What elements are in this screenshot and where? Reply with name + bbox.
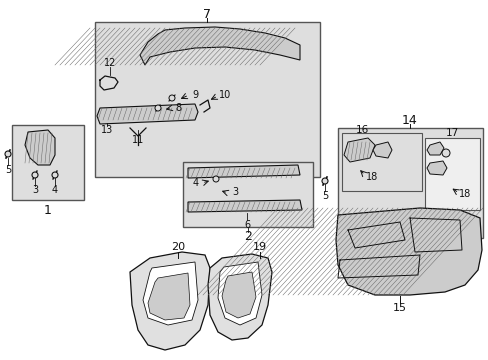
Text: 3: 3 — [32, 185, 38, 195]
Circle shape — [5, 151, 11, 157]
Text: 10: 10 — [219, 90, 231, 100]
Bar — [424, 138, 479, 210]
Text: 4: 4 — [193, 178, 199, 188]
Text: 4: 4 — [52, 185, 58, 195]
Text: 12: 12 — [103, 58, 116, 68]
Polygon shape — [97, 104, 198, 124]
Circle shape — [213, 176, 219, 182]
Text: 14: 14 — [401, 113, 417, 126]
Text: 2: 2 — [244, 230, 251, 243]
Text: 11: 11 — [132, 135, 144, 145]
Text: 18: 18 — [365, 172, 377, 182]
Polygon shape — [187, 200, 302, 212]
Text: 19: 19 — [252, 242, 266, 252]
Polygon shape — [426, 161, 446, 175]
Text: 7: 7 — [203, 8, 210, 21]
Polygon shape — [222, 272, 256, 318]
Circle shape — [441, 149, 449, 157]
Polygon shape — [130, 252, 209, 350]
Text: 17: 17 — [445, 128, 458, 138]
Polygon shape — [25, 130, 55, 165]
Polygon shape — [187, 165, 299, 178]
Circle shape — [32, 172, 38, 178]
Polygon shape — [142, 262, 198, 325]
Text: 5: 5 — [5, 165, 11, 175]
Polygon shape — [218, 262, 262, 325]
Text: 5: 5 — [321, 191, 327, 201]
Text: 16: 16 — [355, 125, 368, 135]
Text: 1: 1 — [44, 203, 52, 216]
Polygon shape — [335, 208, 481, 295]
Polygon shape — [148, 273, 190, 320]
Polygon shape — [207, 254, 271, 340]
Circle shape — [169, 95, 175, 101]
Circle shape — [52, 172, 58, 178]
Text: 20: 20 — [171, 242, 184, 252]
Text: 15: 15 — [392, 303, 406, 313]
Polygon shape — [343, 138, 374, 162]
Polygon shape — [372, 142, 391, 158]
Text: 8: 8 — [175, 103, 181, 113]
Bar — [95, 22, 319, 177]
Bar — [12, 125, 84, 200]
Text: 13: 13 — [101, 125, 113, 135]
Circle shape — [321, 178, 327, 184]
Text: 3: 3 — [231, 187, 238, 197]
Circle shape — [155, 105, 161, 111]
Polygon shape — [140, 27, 299, 65]
Polygon shape — [426, 142, 443, 155]
Text: 9: 9 — [192, 90, 198, 100]
Bar — [183, 162, 312, 227]
Text: 6: 6 — [244, 220, 249, 230]
Bar — [341, 133, 421, 191]
Text: 18: 18 — [458, 189, 470, 199]
Bar — [337, 128, 482, 238]
